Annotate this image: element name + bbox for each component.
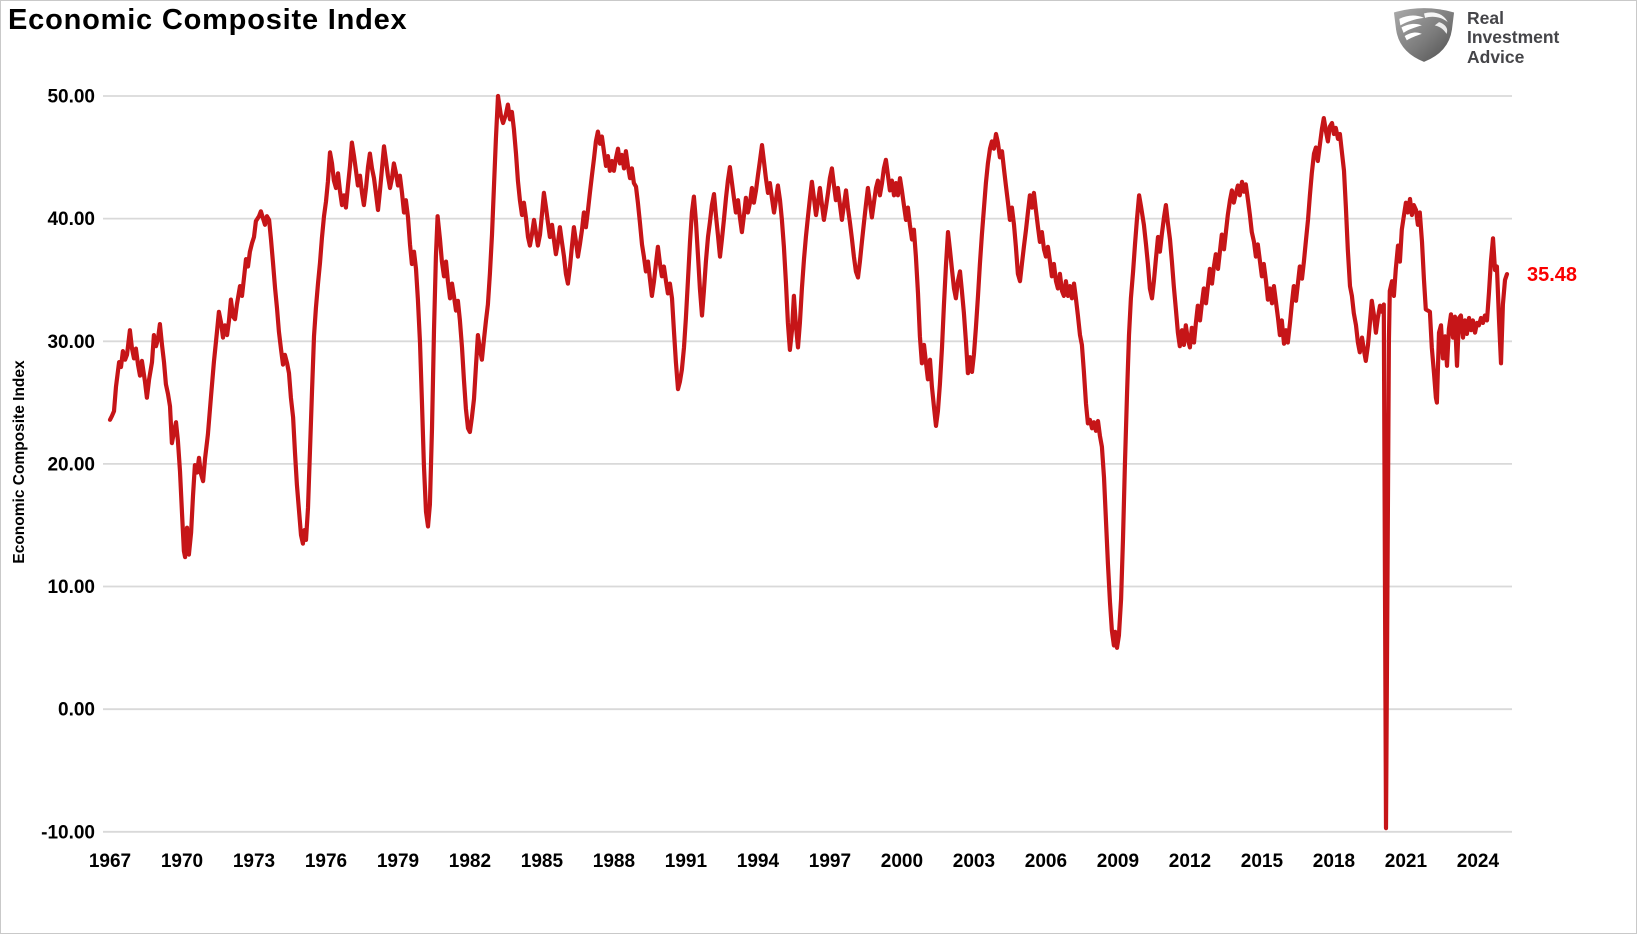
last-value-label: 35.48 [1527,264,1577,286]
x-tick-label-1991: 1991 [665,851,708,872]
y-tick-label-50: 50.00 [47,87,95,108]
x-tick-label-1970: 1970 [161,851,203,872]
x-tick-label-2015: 2015 [1241,851,1284,872]
y-tick-label-10: 10.00 [47,577,95,598]
y-tick-label--10: -10.00 [41,822,95,843]
x-tick-label-2018: 2018 [1313,851,1355,872]
x-tick-label-2000: 2000 [881,851,923,872]
eagle-shield-icon [1393,8,1455,62]
x-tick-label-2009: 2009 [1097,851,1139,872]
x-tick-label-1973: 1973 [233,851,275,872]
x-tick-label-1988: 1988 [593,851,635,872]
brand-logo: Real Investment Advice [1390,6,1559,67]
y-tick-label-20: 20.00 [47,454,95,475]
x-tick-label-1994: 1994 [737,851,780,872]
y-tick-label-0: 0.00 [58,700,95,721]
series-line-eci [107,93,1510,831]
y-axis-title: Economic Composite Index [11,360,28,564]
x-tick-label-2012: 2012 [1169,851,1211,872]
y-tick-label-40: 40.00 [47,209,95,230]
y-tick-label-30: 30.00 [47,332,95,353]
brand-logo-text: Real Investment Advice [1467,6,1559,67]
x-tick-label-2006: 2006 [1025,851,1067,872]
x-axis-tick-labels: 1967 1970 1973 1976 1979 1982 1985 1988 1991 1994… [89,851,1500,872]
x-tick-label-1997: 1997 [809,851,851,872]
x-tick-label-1979: 1979 [377,851,419,872]
brand-logo-text-line2: Investment [1467,27,1560,48]
x-tick-label-2024: 2024 [1457,851,1500,872]
x-tick-label-1967: 1967 [89,851,131,872]
x-tick-label-2021: 2021 [1385,851,1428,872]
brand-logo-text-line3: Advice [1467,46,1525,67]
y-axis-tick-labels: 50.00 40.00 30.00 20.00 10.00 0.00 -10.00 [41,87,95,844]
x-tick-label-1982: 1982 [449,851,491,872]
brand-logo-text-line1: Real [1467,8,1504,28]
page-title: Economic Composite Index [8,4,408,36]
x-tick-label-1985: 1985 [521,851,564,872]
x-tick-label-1976: 1976 [305,851,347,872]
x-tick-label-2003: 2003 [953,851,995,872]
